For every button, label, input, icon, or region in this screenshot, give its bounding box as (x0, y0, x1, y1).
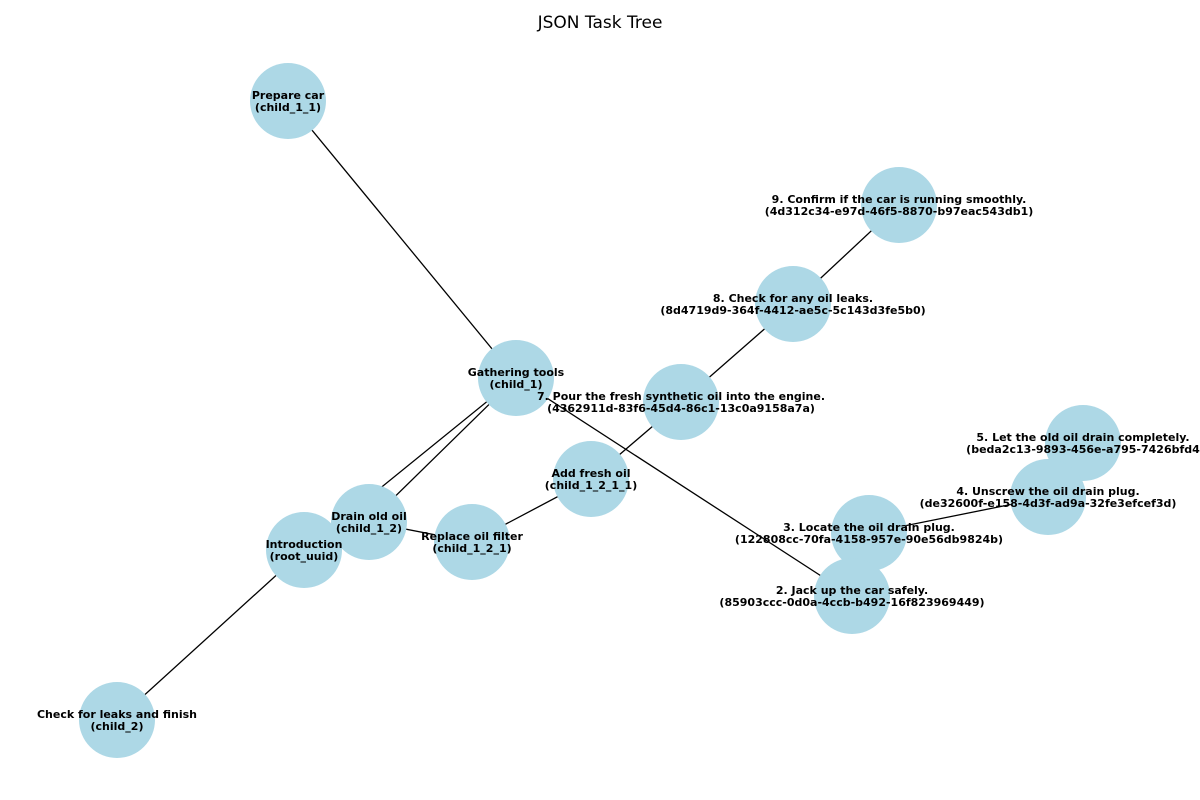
labels-layer: Prepare car (child_1_1)Gathering tools (ch… (37, 89, 1200, 733)
node-label-text: 7. Pour the fresh synthetic oil into the… (537, 390, 825, 403)
node-5[interactable] (1045, 405, 1121, 481)
node-label-text: 3. Locate the oil drain plug. (783, 521, 955, 534)
node-label-text: 2. Jack up the car safely. (776, 584, 928, 597)
node-circle[interactable] (814, 558, 890, 634)
node-circle[interactable] (861, 167, 937, 243)
node-label-id: (122808cc-70fa-4158-957e-90e56db9824b) (735, 533, 1003, 546)
node-label-id: (child_1_2_1) (432, 542, 511, 555)
diagram-title: JSON Task Tree (537, 13, 663, 33)
node-circle[interactable] (1045, 405, 1121, 481)
node-label-9: 9. Confirm if the car is running smoothl… (765, 193, 1034, 218)
node-label-id: (4d312c34-e97d-46f5-8870-b97eac543db1) (765, 205, 1034, 218)
node-label-id: (child_1_2) (336, 522, 402, 535)
node-child_1[interactable] (478, 340, 554, 416)
node-label-text: 8. Check for any oil leaks. (713, 292, 873, 305)
node-label-id: (beda2c13-9893-456e-a795-7426bfd4 (966, 443, 1200, 456)
node-label-5: 5. Let the old oil drain completely. (bed… (966, 431, 1200, 456)
node-7[interactable] (643, 364, 719, 440)
node-4[interactable] (1010, 459, 1086, 535)
node-circle[interactable] (478, 340, 554, 416)
node-label-text: Introduction (266, 538, 343, 551)
node-label-text: Gathering tools (468, 366, 565, 379)
node-label-text: 5. Let the old oil drain completely. (976, 431, 1189, 444)
node-label-root_uuid: Introduction (root_uuid) (266, 538, 343, 563)
node-child_1_2_1[interactable] (434, 504, 510, 580)
node-label-child_1_2_1: Replace oil filter (child_1_2_1) (421, 530, 523, 555)
node-circle[interactable] (250, 63, 326, 139)
node-label-4: 4. Unscrew the oil drain plug. (de32600f-… (920, 485, 1177, 510)
node-label-text: Prepare car (252, 89, 325, 102)
node-circle[interactable] (831, 495, 907, 571)
node-label-7: 7. Pour the fresh synthetic oil into the… (537, 390, 825, 415)
node-child_1_2[interactable] (331, 484, 407, 560)
node-9[interactable] (861, 167, 937, 243)
node-label-child_2: Check for leaks and finish (child_2) (37, 708, 197, 733)
node-label-child_1_2_1_1: Add fresh oil (child_1_2_1_1) (545, 467, 637, 492)
node-label-text: Add fresh oil (551, 467, 630, 480)
node-circle[interactable] (553, 441, 629, 517)
node-label-id: (de32600f-e158-4d3f-ad9a-32fe3efcef3d) (920, 497, 1177, 510)
node-label-id: (4362911d-83f6-45d4-86c1-13c0a9158a7a) (547, 402, 815, 415)
node-circle[interactable] (643, 364, 719, 440)
node-label-text: Check for leaks and finish (37, 708, 197, 721)
node-label-text: 9. Confirm if the car is running smoothl… (772, 193, 1027, 206)
node-circle[interactable] (79, 682, 155, 758)
node-circle[interactable] (331, 484, 407, 560)
node-label-text: Drain old oil (331, 510, 407, 523)
node-circle[interactable] (755, 266, 831, 342)
node-label-id: (child_1_2_1_1) (545, 479, 637, 492)
node-child_2[interactable] (79, 682, 155, 758)
node-label-child_1_2: Drain old oil (child_1_2) (331, 510, 407, 535)
node-circle[interactable] (1010, 459, 1086, 535)
node-circle[interactable] (434, 504, 510, 580)
node-label-child_1_1: Prepare car (child_1_1) (252, 89, 325, 114)
edge-child_1-to-2 (515, 377, 853, 597)
edge-child_1_1-to-child_1 (287, 100, 517, 379)
node-label-text: Replace oil filter (421, 530, 523, 543)
node-2[interactable] (814, 558, 890, 634)
node-label-id: (child_1_1) (255, 101, 321, 114)
node-child_1_2_1_1[interactable] (553, 441, 629, 517)
node-root_uuid[interactable] (266, 512, 342, 588)
node-8[interactable] (755, 266, 831, 342)
node-circle[interactable] (266, 512, 342, 588)
node-label-child_1: Gathering tools (child_1) (468, 366, 565, 391)
node-3[interactable] (831, 495, 907, 571)
node-label-id: (root_uuid) (270, 550, 339, 563)
node-label-2: 2. Jack up the car safely. (85903ccc-0d0a… (719, 584, 984, 609)
node-label-id: (85903ccc-0d0a-4ccb-b492-16f823969449) (719, 596, 984, 609)
node-label-id: (child_1) (490, 378, 543, 391)
node-child_1_1[interactable] (250, 63, 326, 139)
node-label-8: 8. Check for any oil leaks. (8d4719d9-364… (660, 292, 925, 317)
node-label-id: (child_2) (91, 720, 144, 733)
node-label-3: 3. Locate the oil drain plug. (122808cc-7… (735, 521, 1003, 546)
edge-root_uuid-to-child_2 (116, 549, 305, 721)
nodes-layer (79, 63, 1121, 758)
node-label-text: 4. Unscrew the oil drain plug. (956, 485, 1139, 498)
node-label-id: (8d4719d9-364f-4412-ae5c-5c143d3fe5b0) (660, 304, 925, 317)
